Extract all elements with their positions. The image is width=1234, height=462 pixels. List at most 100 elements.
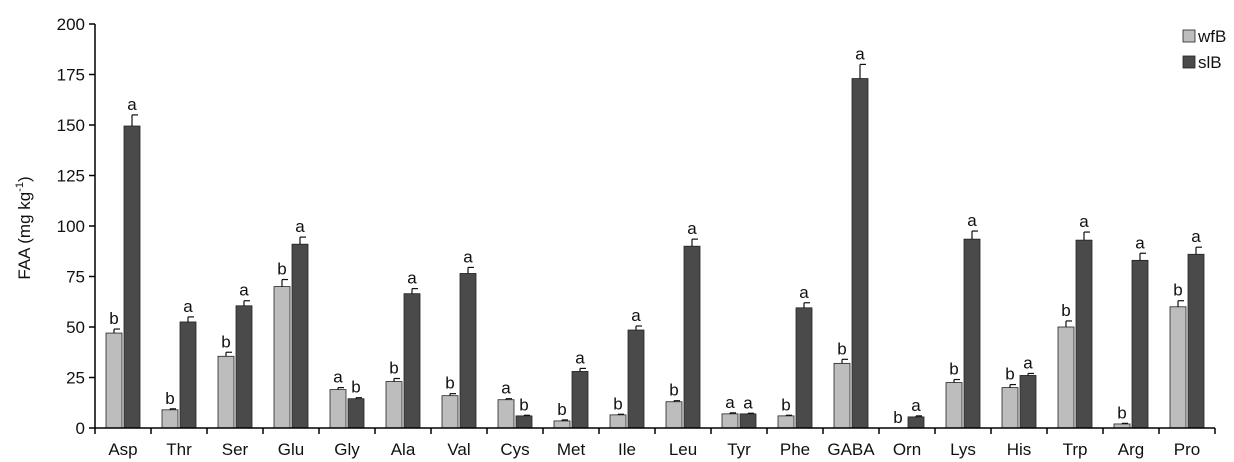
x-tick-label: Ile	[618, 440, 636, 459]
bar-slB	[1131, 259, 1149, 429]
significance-label: a	[911, 396, 921, 415]
x-tick-label: Leu	[669, 440, 697, 459]
significance-label: b	[519, 395, 528, 414]
x-tick-label: Cys	[500, 440, 529, 459]
bar-slB	[403, 293, 421, 429]
significance-label: b	[165, 389, 174, 408]
significance-label: a	[631, 306, 641, 325]
bar-slB	[459, 273, 477, 429]
significance-label: b	[669, 381, 678, 400]
x-tick-label: His	[1007, 440, 1032, 459]
bar-slB	[571, 371, 589, 429]
bar-slB	[627, 329, 645, 429]
x-tick-label: Phe	[780, 440, 810, 459]
significance-label: b	[1005, 365, 1014, 384]
bar-slB	[1187, 253, 1205, 429]
significance-label: b	[351, 378, 360, 397]
bar-slB	[123, 125, 141, 429]
significance-label: a	[127, 95, 137, 114]
significance-label: a	[855, 44, 865, 63]
significance-label: a	[1023, 353, 1033, 372]
significance-label: a	[407, 269, 417, 288]
significance-label: b	[781, 395, 790, 414]
y-axis: 0 25 50 75 100 125 150 175 200	[57, 15, 96, 438]
bar-wfB	[385, 381, 403, 429]
x-tick-label: Gly	[334, 440, 360, 459]
y-axis-label-main: FAA (mg kg	[15, 192, 34, 280]
significance-label: a	[967, 211, 977, 230]
bar-slB	[515, 415, 533, 429]
x-tick-label: Val	[447, 440, 470, 459]
x-tick-label: Ser	[222, 440, 249, 459]
bar-slB	[683, 245, 701, 429]
y-tick-label: 50	[66, 318, 85, 337]
significance-label: a	[333, 368, 343, 387]
bar-wfB	[1001, 387, 1019, 429]
bar-slB	[739, 413, 757, 429]
significance-label: a	[183, 297, 193, 316]
significance-label: a	[239, 281, 249, 300]
significance-label: a	[687, 219, 697, 238]
x-axis: Asp Thr Ser Glu Gly Ala Val Cys Met Ile Leu Tyr Phe G…	[94, 427, 1216, 459]
x-tick-label: Met	[557, 440, 586, 459]
bar-slB	[179, 321, 197, 429]
significance-label: b	[221, 332, 230, 351]
legend-label-wfB: wfB	[1197, 27, 1226, 46]
significance-label: b	[557, 400, 566, 419]
significance-label: b	[1173, 281, 1182, 300]
bar-wfB	[1169, 306, 1187, 429]
significance-label: a	[1191, 227, 1201, 246]
bar-wfB	[553, 420, 571, 429]
y-tick-label: 75	[66, 268, 85, 287]
bar-slB	[851, 78, 869, 429]
bar-slB	[291, 243, 309, 429]
y-tick-label: 150	[57, 116, 85, 135]
x-tick-label: Pro	[1174, 440, 1200, 459]
significance-label: a	[1079, 212, 1089, 231]
x-tick-label: Glu	[278, 440, 304, 459]
y-tick-label: 200	[57, 15, 85, 34]
significance-label: b	[837, 339, 846, 358]
y-axis-label-superscript: -1	[14, 182, 26, 192]
significance-label: a	[799, 283, 809, 302]
bar-wfB	[777, 415, 795, 429]
significance-label: a	[575, 348, 585, 367]
bar-wfB	[273, 286, 291, 429]
bar-slB	[1019, 375, 1037, 429]
bar-slB	[963, 238, 981, 429]
significance-label: b	[1117, 403, 1126, 422]
x-tick-label: Trp	[1063, 440, 1088, 459]
bar-slB	[1075, 239, 1093, 429]
x-tick-label: GABA	[827, 440, 875, 459]
legend: wfB slB	[1182, 27, 1226, 72]
significance-label: a	[725, 393, 735, 412]
bar-slB	[907, 416, 925, 429]
bar-wfB	[441, 395, 459, 429]
x-tick-label: Orn	[893, 440, 921, 459]
y-tick-label: 125	[57, 167, 85, 186]
bar-slB	[235, 305, 253, 429]
bar-wfB	[609, 414, 627, 429]
y-axis-label-close: )	[15, 176, 34, 182]
significance-label: b	[893, 408, 902, 427]
bar-wfB	[105, 332, 123, 429]
x-tick-label: Ala	[391, 440, 416, 459]
bar-wfB	[833, 362, 851, 429]
bar-wfB	[721, 413, 739, 429]
significance-label: b	[949, 360, 958, 379]
bar-wfB	[945, 382, 963, 429]
x-tick-label: Tyr	[727, 440, 751, 459]
x-tick-label: Arg	[1118, 440, 1144, 459]
significance-label: b	[277, 260, 286, 279]
y-tick-label: 100	[57, 217, 85, 236]
bar-wfB	[497, 399, 515, 429]
bar-wfB	[329, 389, 347, 429]
significance-label: b	[109, 309, 118, 328]
y-tick-label: 0	[76, 419, 85, 438]
y-axis-label: FAA (mg kg-1)	[14, 176, 34, 279]
legend-label-slB: slB	[1198, 53, 1222, 72]
significance-label: a	[1135, 233, 1145, 252]
y-tick-label: 175	[57, 66, 85, 85]
